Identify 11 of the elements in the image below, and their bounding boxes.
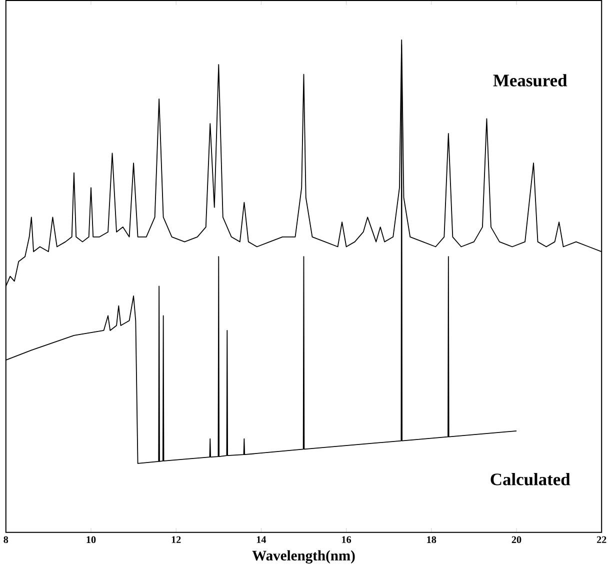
x-axis-title: Wavelength(nm) (252, 550, 355, 564)
x-tick-label: 12 (172, 536, 181, 543)
x-tick-label: 8 (4, 536, 8, 544)
x-tick-label: 16 (342, 536, 352, 544)
text: Calculated (490, 473, 570, 486)
x-tick-label: 14 (256, 536, 266, 543)
x-tick-label: 20 (512, 536, 522, 544)
series-label: Measured (493, 74, 568, 86)
x-tick-label: 18 (427, 536, 436, 544)
x-tick-label: 22 (596, 536, 606, 543)
x-tick-label: 10 (86, 536, 96, 544)
